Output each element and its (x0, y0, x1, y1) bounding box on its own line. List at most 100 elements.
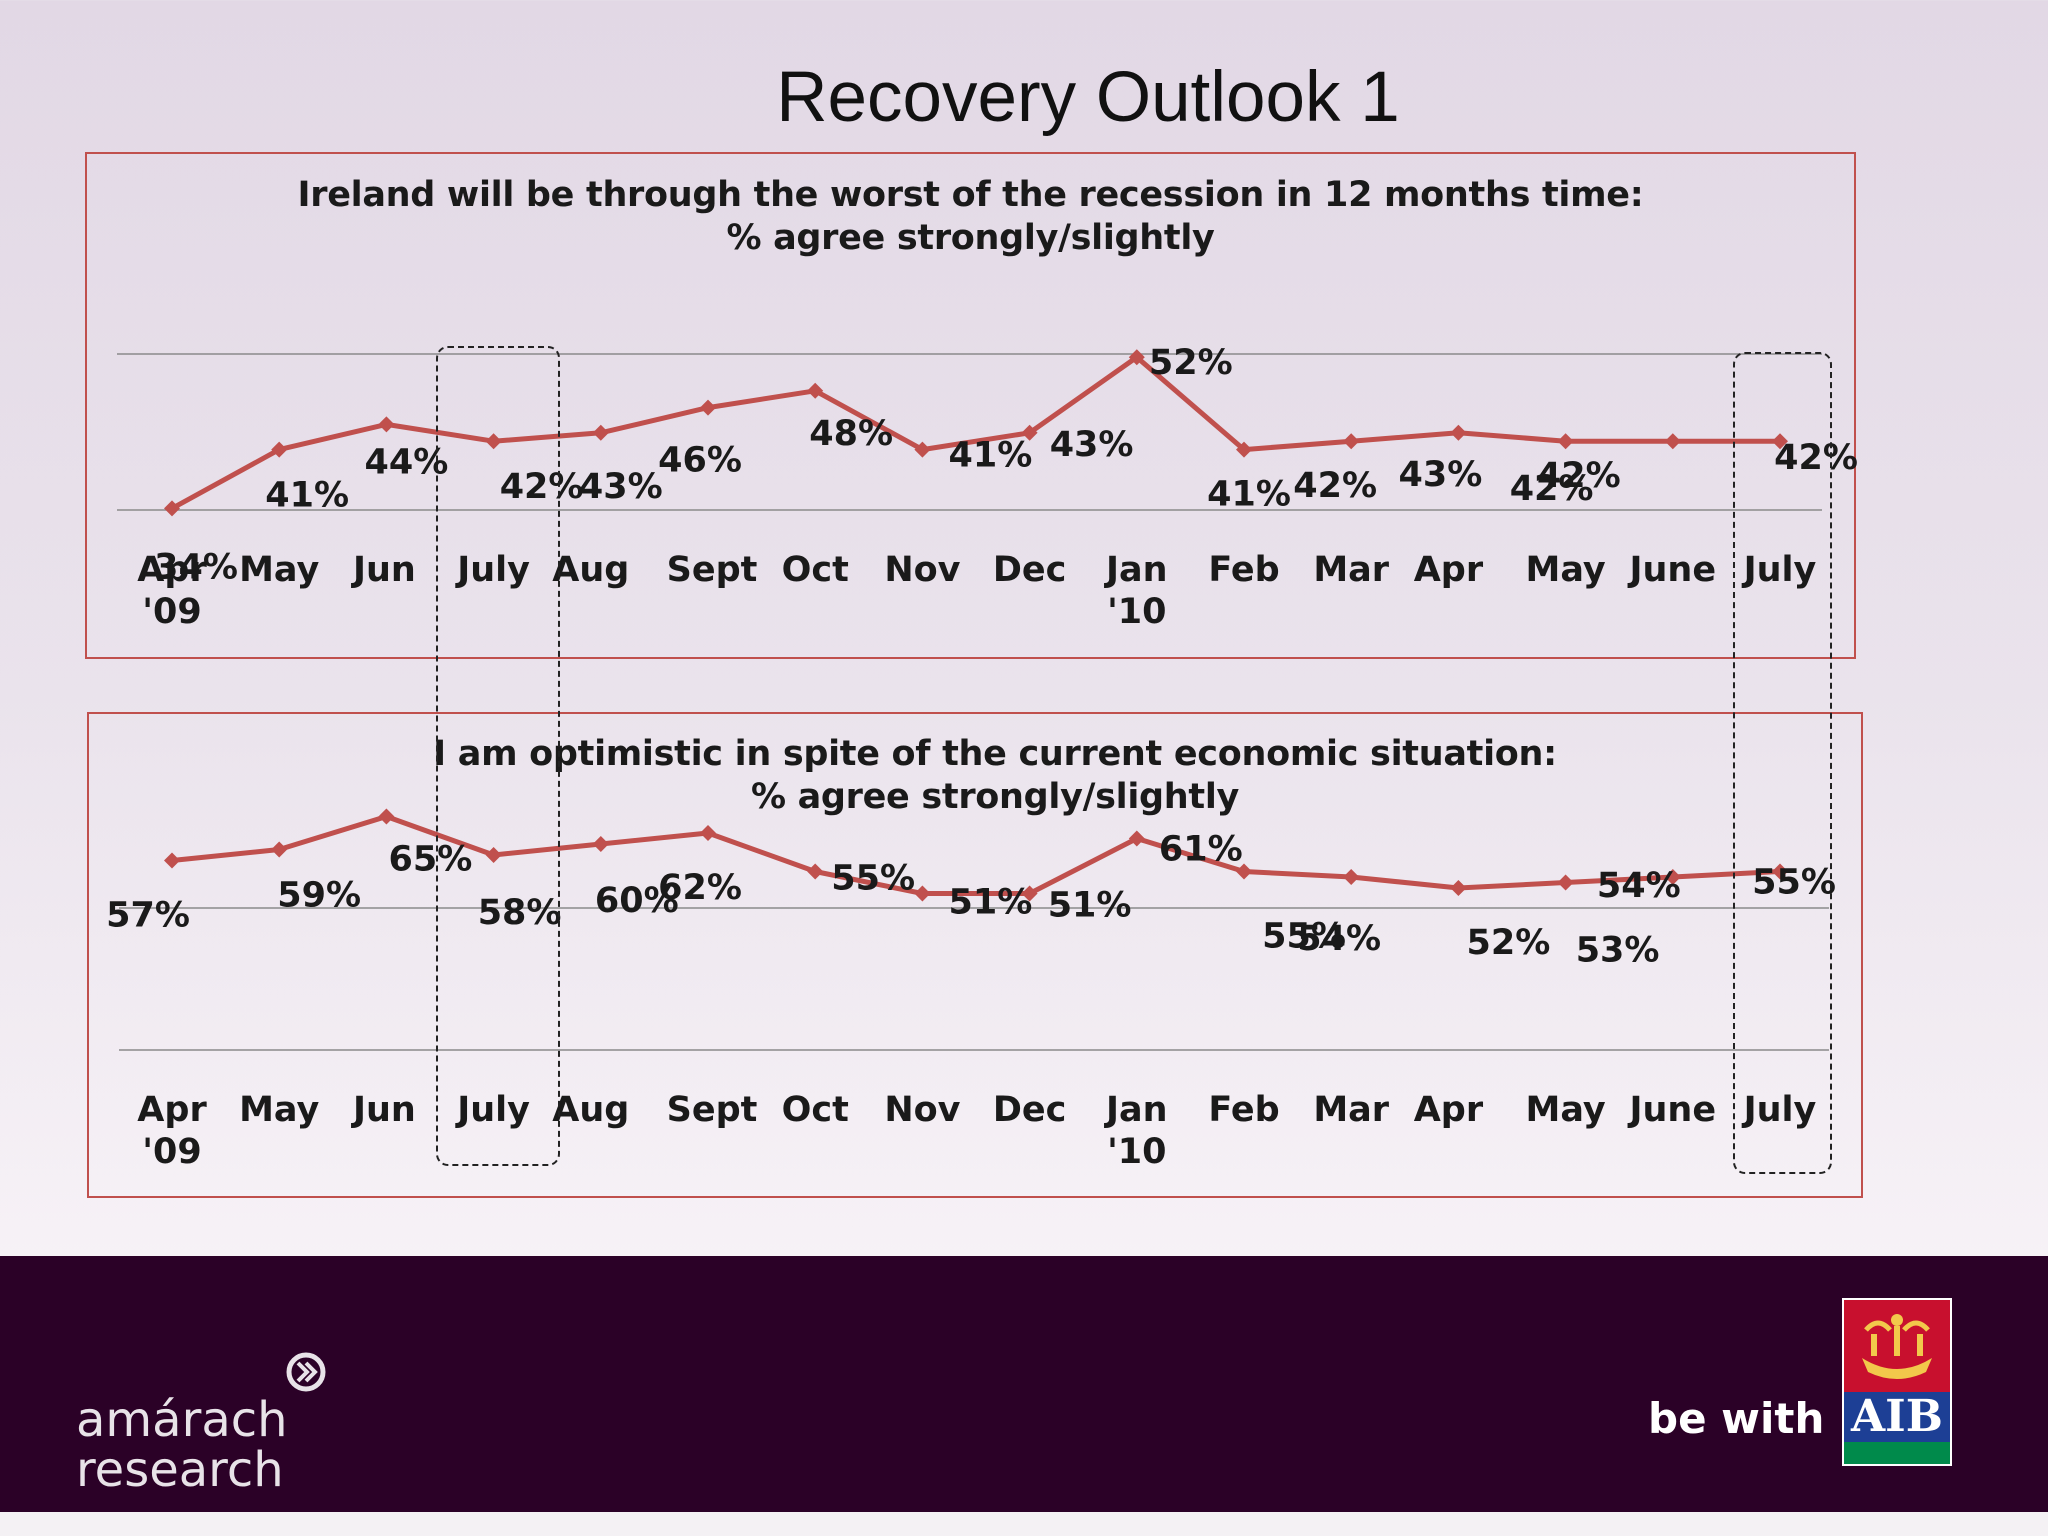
x-tick-label: Apr (1414, 550, 1484, 590)
data-point (1772, 863, 1788, 880)
data-label: 62% (658, 868, 742, 908)
data-label: 41% (1207, 475, 1291, 515)
data-label: 34% (154, 547, 238, 587)
data-label: 42% (1774, 438, 1858, 478)
data-point (914, 441, 931, 458)
x-tick-label: Apr '09 (137, 1090, 207, 1172)
chart-title-optimism: I am optimistic in spite of the current … (109, 733, 1881, 819)
x-tick-label: Mar (1313, 550, 1389, 590)
logo-text-amarach: amárach (76, 1392, 288, 1448)
series-line (170, 354, 1780, 511)
x-tick-label: Sept (667, 550, 758, 590)
data-label: 42% (500, 467, 584, 507)
data-point (1021, 424, 1038, 441)
data-point (1236, 863, 1252, 880)
data-label: 53% (1576, 931, 1660, 971)
data-label: 51% (949, 883, 1033, 923)
data-point (592, 836, 609, 852)
data-label: 51% (1048, 886, 1132, 926)
x-tick-label: Jan '10 (1104, 1090, 1168, 1172)
x-tick-label: Apr '09 (137, 550, 207, 632)
data-point (485, 847, 502, 863)
amarach-research-logo: amárach research (76, 1304, 336, 1494)
data-label: 44% (365, 442, 449, 482)
data-point (1343, 433, 1360, 450)
footer-bottom-strip (0, 1512, 2048, 1536)
chart-title-line1: I am optimistic in spite of the current … (433, 734, 1557, 774)
data-point (271, 841, 288, 858)
line-chart-recession: 34%41%44%42%43%46%48%41% 43%52%41% 42% 43% 4… (117, 343, 1858, 632)
data-label: 60% (595, 881, 679, 921)
x-tick-label: June (1627, 1090, 1716, 1130)
chart-title-line1: Ireland will be through the worst of the… (297, 175, 1644, 215)
data-point (807, 863, 824, 880)
data-point (700, 399, 716, 416)
data-point (1021, 885, 1038, 902)
data-label: 55% (1752, 863, 1836, 903)
chart-panel-recession: Ireland will be through the worst of the… (85, 152, 1858, 659)
data-point (914, 885, 931, 902)
data-point (1557, 874, 1574, 891)
page-title: Recovery Outlook 1 (776, 58, 1400, 137)
data-label: 41% (265, 476, 349, 516)
aib-wordmark: AIB (1844, 1392, 1950, 1442)
data-label: 58% (478, 893, 562, 933)
x-tick-label: Oct (782, 550, 849, 590)
x-tick-label: July (455, 550, 530, 590)
x-tick-label: May (1526, 1090, 1606, 1130)
line-chart-optimism: 57% 59%65%58% 60%62% 55%51% 51%61%55%54% 52% 5… (106, 808, 1836, 1172)
highlight-box-july-2009 (436, 346, 560, 1166)
data-point (378, 808, 395, 825)
highlight-box-july-2010 (1733, 352, 1832, 1174)
chart-panel-optimism: I am optimistic in spite of the current … (87, 712, 1863, 1198)
data-point (1664, 433, 1681, 450)
data-label: 59% (277, 876, 361, 916)
data-label: 42% (1293, 466, 1377, 506)
data-point (1450, 424, 1467, 441)
x-tick-label: June (1627, 550, 1716, 590)
data-point (1664, 869, 1681, 885)
x-tick-label: Mar (1313, 1090, 1389, 1130)
data-point (271, 441, 288, 458)
data-label: 48% (809, 414, 893, 454)
data-point (1236, 441, 1252, 458)
data-point (1450, 880, 1467, 896)
data-point (807, 382, 824, 399)
x-tick-label: Oct (782, 1090, 849, 1130)
data-label: 54% (1597, 866, 1681, 906)
x-tick-label: July (1742, 1090, 1817, 1130)
data-label: 43% (579, 467, 663, 507)
x-tick-label: May (1526, 550, 1606, 590)
data-point (1343, 869, 1360, 885)
data-point (1557, 433, 1574, 450)
x-tick-label: Jun (351, 1090, 416, 1130)
x-tick-label: Dec (993, 1090, 1067, 1130)
data-label: 52% (1467, 923, 1551, 963)
x-tick-label: May (239, 550, 319, 590)
be-with-slogan: be with (1648, 1394, 1825, 1443)
logo-text-research: research (76, 1442, 284, 1498)
x-tick-label: Sept (667, 1090, 758, 1130)
x-tick-label: Feb (1208, 1090, 1279, 1130)
data-label: 55% (831, 859, 915, 899)
data-point (1128, 349, 1145, 366)
data-label: 41% (949, 436, 1033, 476)
aib-green-band (1844, 1442, 1950, 1464)
data-point (485, 433, 502, 450)
data-label: 55% (1262, 917, 1346, 957)
data-label: 42% (1510, 469, 1594, 509)
series-line (171, 814, 1781, 896)
data-label: 46% (658, 441, 742, 481)
aib-logo: AIB (1842, 1298, 1952, 1466)
x-tick-label: July (455, 1090, 530, 1130)
data-label: 57% (106, 896, 190, 936)
data-point (164, 852, 180, 869)
x-tick-label: May (239, 1090, 319, 1130)
data-label: 54% (1297, 919, 1381, 959)
chart-title-line2: % agree strongly/slightly (750, 777, 1240, 817)
footer-bar: amárach research be with AIB (0, 1256, 2048, 1512)
data-label: 52% (1149, 343, 1233, 383)
x-tick-label: July (1742, 550, 1817, 590)
x-tick-label: Nov (884, 550, 960, 590)
data-point (1128, 830, 1145, 847)
